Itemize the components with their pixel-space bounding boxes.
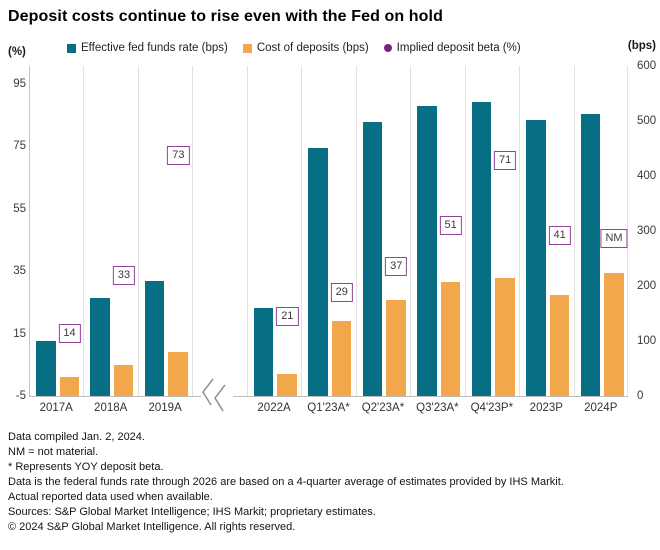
footnotes: Data compiled Jan. 2, 2024. NM = not mate… xyxy=(8,430,564,535)
left-axis-tick-label: 35 xyxy=(13,265,26,278)
bar-cost-of-deposits-bps xyxy=(113,364,134,396)
bar-effective-fed-funds-rate-bps xyxy=(308,147,328,396)
footnote-line: * Represents YOY deposit beta. xyxy=(8,461,164,473)
bar-cost-of-deposits-bps xyxy=(168,352,188,396)
right-axis-tick-label: 100 xyxy=(637,335,657,347)
right-axis-tick-label: 400 xyxy=(637,170,657,182)
legend-item-0: Effective fed funds rate (bps) xyxy=(67,42,228,54)
bar-effective-fed-funds-rate-bps xyxy=(526,119,546,396)
bar-cost-of-deposits-bps xyxy=(386,300,406,396)
legend-square-marker-icon xyxy=(67,43,76,53)
implied-deposit-beta-label: NM xyxy=(600,228,628,248)
legend-square-marker-icon xyxy=(242,43,252,53)
x-axis-category-label: 2018A xyxy=(94,402,128,414)
footnote-line: Data is the federal funds rate through 2… xyxy=(8,476,564,488)
bar-effective-fed-funds-rate-bps xyxy=(580,113,601,396)
right-axis-unit-label: (bps) xyxy=(627,40,656,52)
x-axis-category-label: 2024P xyxy=(584,402,618,414)
left-axis-tick-label: 55 xyxy=(13,202,26,215)
category-gridline xyxy=(519,66,521,396)
right-axis-tick-label: 0 xyxy=(637,390,644,402)
left-axis-tick-label: 15 xyxy=(13,327,26,340)
legend-label: Cost of deposits (bps) xyxy=(256,42,369,54)
left-axis-tick-label: 95 xyxy=(13,77,26,90)
right-axis-tick-label: 300 xyxy=(637,225,657,237)
left-axis-unit-label: (%) xyxy=(8,46,26,58)
axis-break-icon xyxy=(201,378,233,412)
bar-effective-fed-funds-rate-bps xyxy=(417,106,437,396)
left-axis-tick-label: 75 xyxy=(13,140,26,153)
chart-title: Deposit costs continue to rise even with… xyxy=(8,8,443,25)
bar-effective-fed-funds-rate-bps xyxy=(144,280,165,396)
implied-deposit-beta-label: 21 xyxy=(276,306,299,326)
x-axis-category-label: Q2'23A* xyxy=(361,402,405,414)
bar-effective-fed-funds-rate-bps xyxy=(362,121,383,396)
category-gridline xyxy=(137,66,139,396)
bar-effective-fed-funds-rate-bps xyxy=(253,308,274,396)
footnote-line: Sources: S&P Global Market Intelligence;… xyxy=(8,506,376,518)
legend: Effective fed funds rate (bps) Cost of de… xyxy=(67,42,521,54)
footnote-line: NM = not material. xyxy=(8,446,99,458)
legend-item-1: Cost of deposits (bps) xyxy=(242,42,369,54)
implied-deposit-beta-label: 14 xyxy=(58,324,81,343)
footnote-line: © 2024 S&P Global Market Intelligence. A… xyxy=(8,521,296,533)
category-gridline xyxy=(301,66,303,396)
implied-deposit-beta-label: 73 xyxy=(167,146,190,166)
footnote-line: Actual reported data used when available… xyxy=(8,491,213,503)
implied-deposit-beta-label: 71 xyxy=(494,150,517,170)
bar-effective-fed-funds-rate-bps xyxy=(471,102,492,396)
x-axis-category-label: 2017A xyxy=(39,402,73,414)
legend-label: Implied deposit beta (%) xyxy=(396,42,521,54)
plot-area: 95 75 55 35 15 -5 600 500 400 300 200 100 0 14 33 73 21 2… xyxy=(13,60,656,414)
bar-cost-of-deposits-bps xyxy=(440,282,461,396)
legend-item-2: Implied deposit beta (%) xyxy=(383,42,521,54)
implied-deposit-beta-label: 37 xyxy=(385,256,408,276)
category-gridline xyxy=(192,66,194,396)
bar-cost-of-deposits-bps xyxy=(331,320,352,396)
right-axis-tick-label: 500 xyxy=(637,115,657,127)
bar-effective-fed-funds-rate-bps xyxy=(90,298,110,396)
right-axis-tick-label: 600 xyxy=(637,60,657,72)
x-axis-category-label: 2022A xyxy=(257,402,291,414)
legend-circle-marker-icon xyxy=(383,44,392,52)
bar-cost-of-deposits-bps xyxy=(549,295,570,396)
category-gridline xyxy=(410,66,412,396)
bar-cost-of-deposits-bps xyxy=(604,273,624,396)
bar-effective-fed-funds-rate-bps xyxy=(36,341,56,396)
x-axis-category-label: Q3'23A* xyxy=(416,402,459,414)
left-axis-tick-label: -5 xyxy=(15,390,26,402)
implied-deposit-beta-label: 51 xyxy=(439,216,462,236)
legend-label: Effective fed funds rate (bps) xyxy=(81,42,228,54)
category-gridline xyxy=(355,66,357,396)
implied-deposit-beta-label: 33 xyxy=(112,266,136,286)
right-axis-tick-label: 200 xyxy=(637,280,657,292)
x-axis-category-label: 2023P xyxy=(529,402,563,414)
x-axis-category-label: Q1'23A* xyxy=(307,402,350,414)
implied-deposit-beta-label: 41 xyxy=(548,225,571,245)
bar-cost-of-deposits-bps xyxy=(277,374,297,396)
category-gridline xyxy=(573,66,575,396)
x-axis-category-label: Q4'23P* xyxy=(470,402,514,414)
bar-cost-of-deposits-bps xyxy=(495,277,515,396)
footnote-line: Data compiled Jan. 2, 2024. xyxy=(8,431,145,443)
category-gridline xyxy=(464,66,466,396)
x-axis-category-label: 2019A xyxy=(148,402,182,414)
category-gridline xyxy=(29,66,30,396)
implied-deposit-beta-label: 29 xyxy=(330,283,353,303)
category-gridline xyxy=(246,66,248,396)
bar-cost-of-deposits-bps xyxy=(59,377,79,396)
category-gridline xyxy=(83,66,85,396)
